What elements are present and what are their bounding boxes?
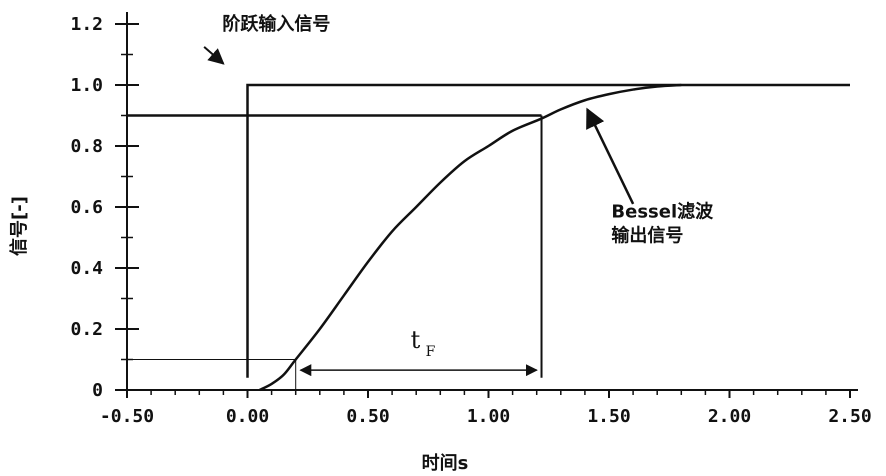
step-input-line — [246, 83, 850, 378]
y-axis-title: 信号[-] — [8, 196, 30, 256]
y-tick-label: 0.4 — [70, 258, 103, 279]
x-tick-label: 2.00 — [708, 406, 751, 427]
y-axis-ticks: 0 0.2 0.4 0.6 0.8 1.0 1.2 — [70, 14, 139, 401]
rise-time-label: t — [411, 326, 421, 354]
step-input-annotation: 阶跃输入信号 — [222, 13, 330, 35]
y-tick-label: 1.0 — [70, 75, 103, 96]
x-tick-label: 1.00 — [467, 406, 510, 427]
y-tick-label: 0.6 — [70, 197, 103, 218]
bessel-arrow — [586, 107, 635, 205]
y-tick-label: 0.8 — [70, 136, 103, 157]
x-tick-label: -0.50 — [100, 406, 154, 427]
y-tick-label: 0.2 — [70, 319, 103, 340]
x-axis-ticks: -0.50 0.00 0.50 1.00 1.50 2.00 2.50 — [100, 390, 872, 427]
x-tick-label: 1.50 — [587, 406, 630, 427]
x-axis-title: 时间s — [422, 453, 469, 474]
bessel-annotation-line2: 输出信号 — [611, 225, 683, 247]
x-tick-label: 0.50 — [346, 406, 389, 427]
series-layer — [246, 83, 850, 392]
step-input-arrow — [203, 46, 225, 65]
x-tick-label: 2.50 — [828, 406, 871, 427]
bessel-output-curve — [258, 83, 682, 392]
y-tick-label: 1.2 — [70, 14, 103, 35]
axes — [115, 12, 858, 394]
y-tick-label: 0 — [92, 380, 103, 401]
rise-time-subscript: F — [426, 344, 436, 360]
reference-lines — [127, 114, 543, 390]
bessel-annotation-line1: Bessel滤波 — [611, 201, 714, 223]
x-tick-label: 0.00 — [226, 406, 269, 427]
